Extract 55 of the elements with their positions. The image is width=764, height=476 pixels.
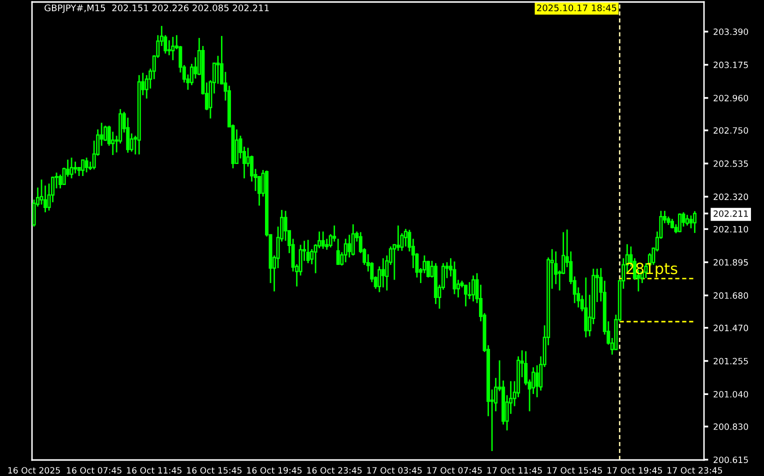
x-tick-label: 16 Oct 11:45	[127, 467, 182, 474]
candlestick	[348, 234, 352, 258]
x-tick-label: 17 Oct 03:45	[367, 467, 422, 474]
candlestick	[171, 36, 175, 61]
candlestick	[396, 224, 400, 252]
y-tick-label: 202.960	[714, 94, 748, 102]
candlestick	[584, 276, 588, 338]
x-tick-label: 17 Oct 15:45	[547, 467, 602, 474]
y-tick-label: 201.470	[714, 324, 748, 332]
candlestick	[306, 239, 310, 264]
y-tick-label: 202.211	[714, 210, 748, 217]
y-tick-label: 201.680	[714, 292, 748, 299]
candlestick	[332, 224, 336, 242]
candlestick	[84, 156, 88, 173]
candlestick	[670, 218, 674, 229]
y-tick-label: 202.320	[714, 194, 748, 200]
x-tick-label: 17 Oct 07:45	[427, 467, 482, 474]
x-tick-label: 16 Oct 19:45	[247, 467, 302, 474]
x-tick-label: 17 Oct 23:45	[668, 467, 722, 474]
x-tick-label: 17 Oct 19:45	[608, 467, 662, 474]
y-tick-label: 203.175	[714, 62, 748, 68]
y-tick-label: 200.830	[714, 423, 748, 430]
candlestick	[535, 364, 539, 398]
candlestick	[464, 284, 468, 308]
x-tick-label: 16 Oct 2025	[8, 467, 60, 474]
y-tick-label: 201.040	[714, 391, 748, 398]
y-tick-label: 201.255	[714, 358, 748, 364]
candlestick	[81, 158, 85, 177]
candlestick	[234, 128, 238, 164]
y-tick-label: 201.895	[714, 259, 748, 266]
y-tick-label: 203.390	[714, 28, 748, 36]
y-tick-label: 202.535	[714, 160, 748, 167]
candlestick	[70, 156, 74, 180]
y-tick-label: 200.615	[714, 456, 748, 464]
chart-title: GBPJPY#,M15 202.151 202.226 202.085 202.211	[44, 4, 269, 13]
y-tick-label: 202.110	[714, 226, 748, 232]
candlestick	[344, 238, 348, 263]
candlestick	[689, 214, 693, 229]
candlestick	[167, 40, 171, 56]
ref-line-label: 2025.10.17 18:45	[537, 4, 616, 12]
candlestick	[452, 260, 456, 295]
candlestick	[74, 160, 78, 174]
x-tick-label: 16 Oct 15:45	[187, 467, 242, 474]
x-tick-label: 16 Oct 07:45	[66, 467, 122, 474]
candlestick	[685, 214, 689, 226]
candlestick	[471, 274, 475, 302]
candlestick	[351, 224, 355, 256]
candlestick	[404, 228, 408, 248]
candlestick	[321, 230, 325, 250]
x-tick-label: 16 Oct 23:45	[307, 467, 362, 474]
y-tick-label: 202.750	[714, 127, 748, 134]
candlestick	[692, 210, 696, 234]
candlestick	[336, 238, 340, 266]
x-tick-label: 17 Oct 11:45	[487, 467, 542, 474]
candlestick	[381, 258, 385, 288]
